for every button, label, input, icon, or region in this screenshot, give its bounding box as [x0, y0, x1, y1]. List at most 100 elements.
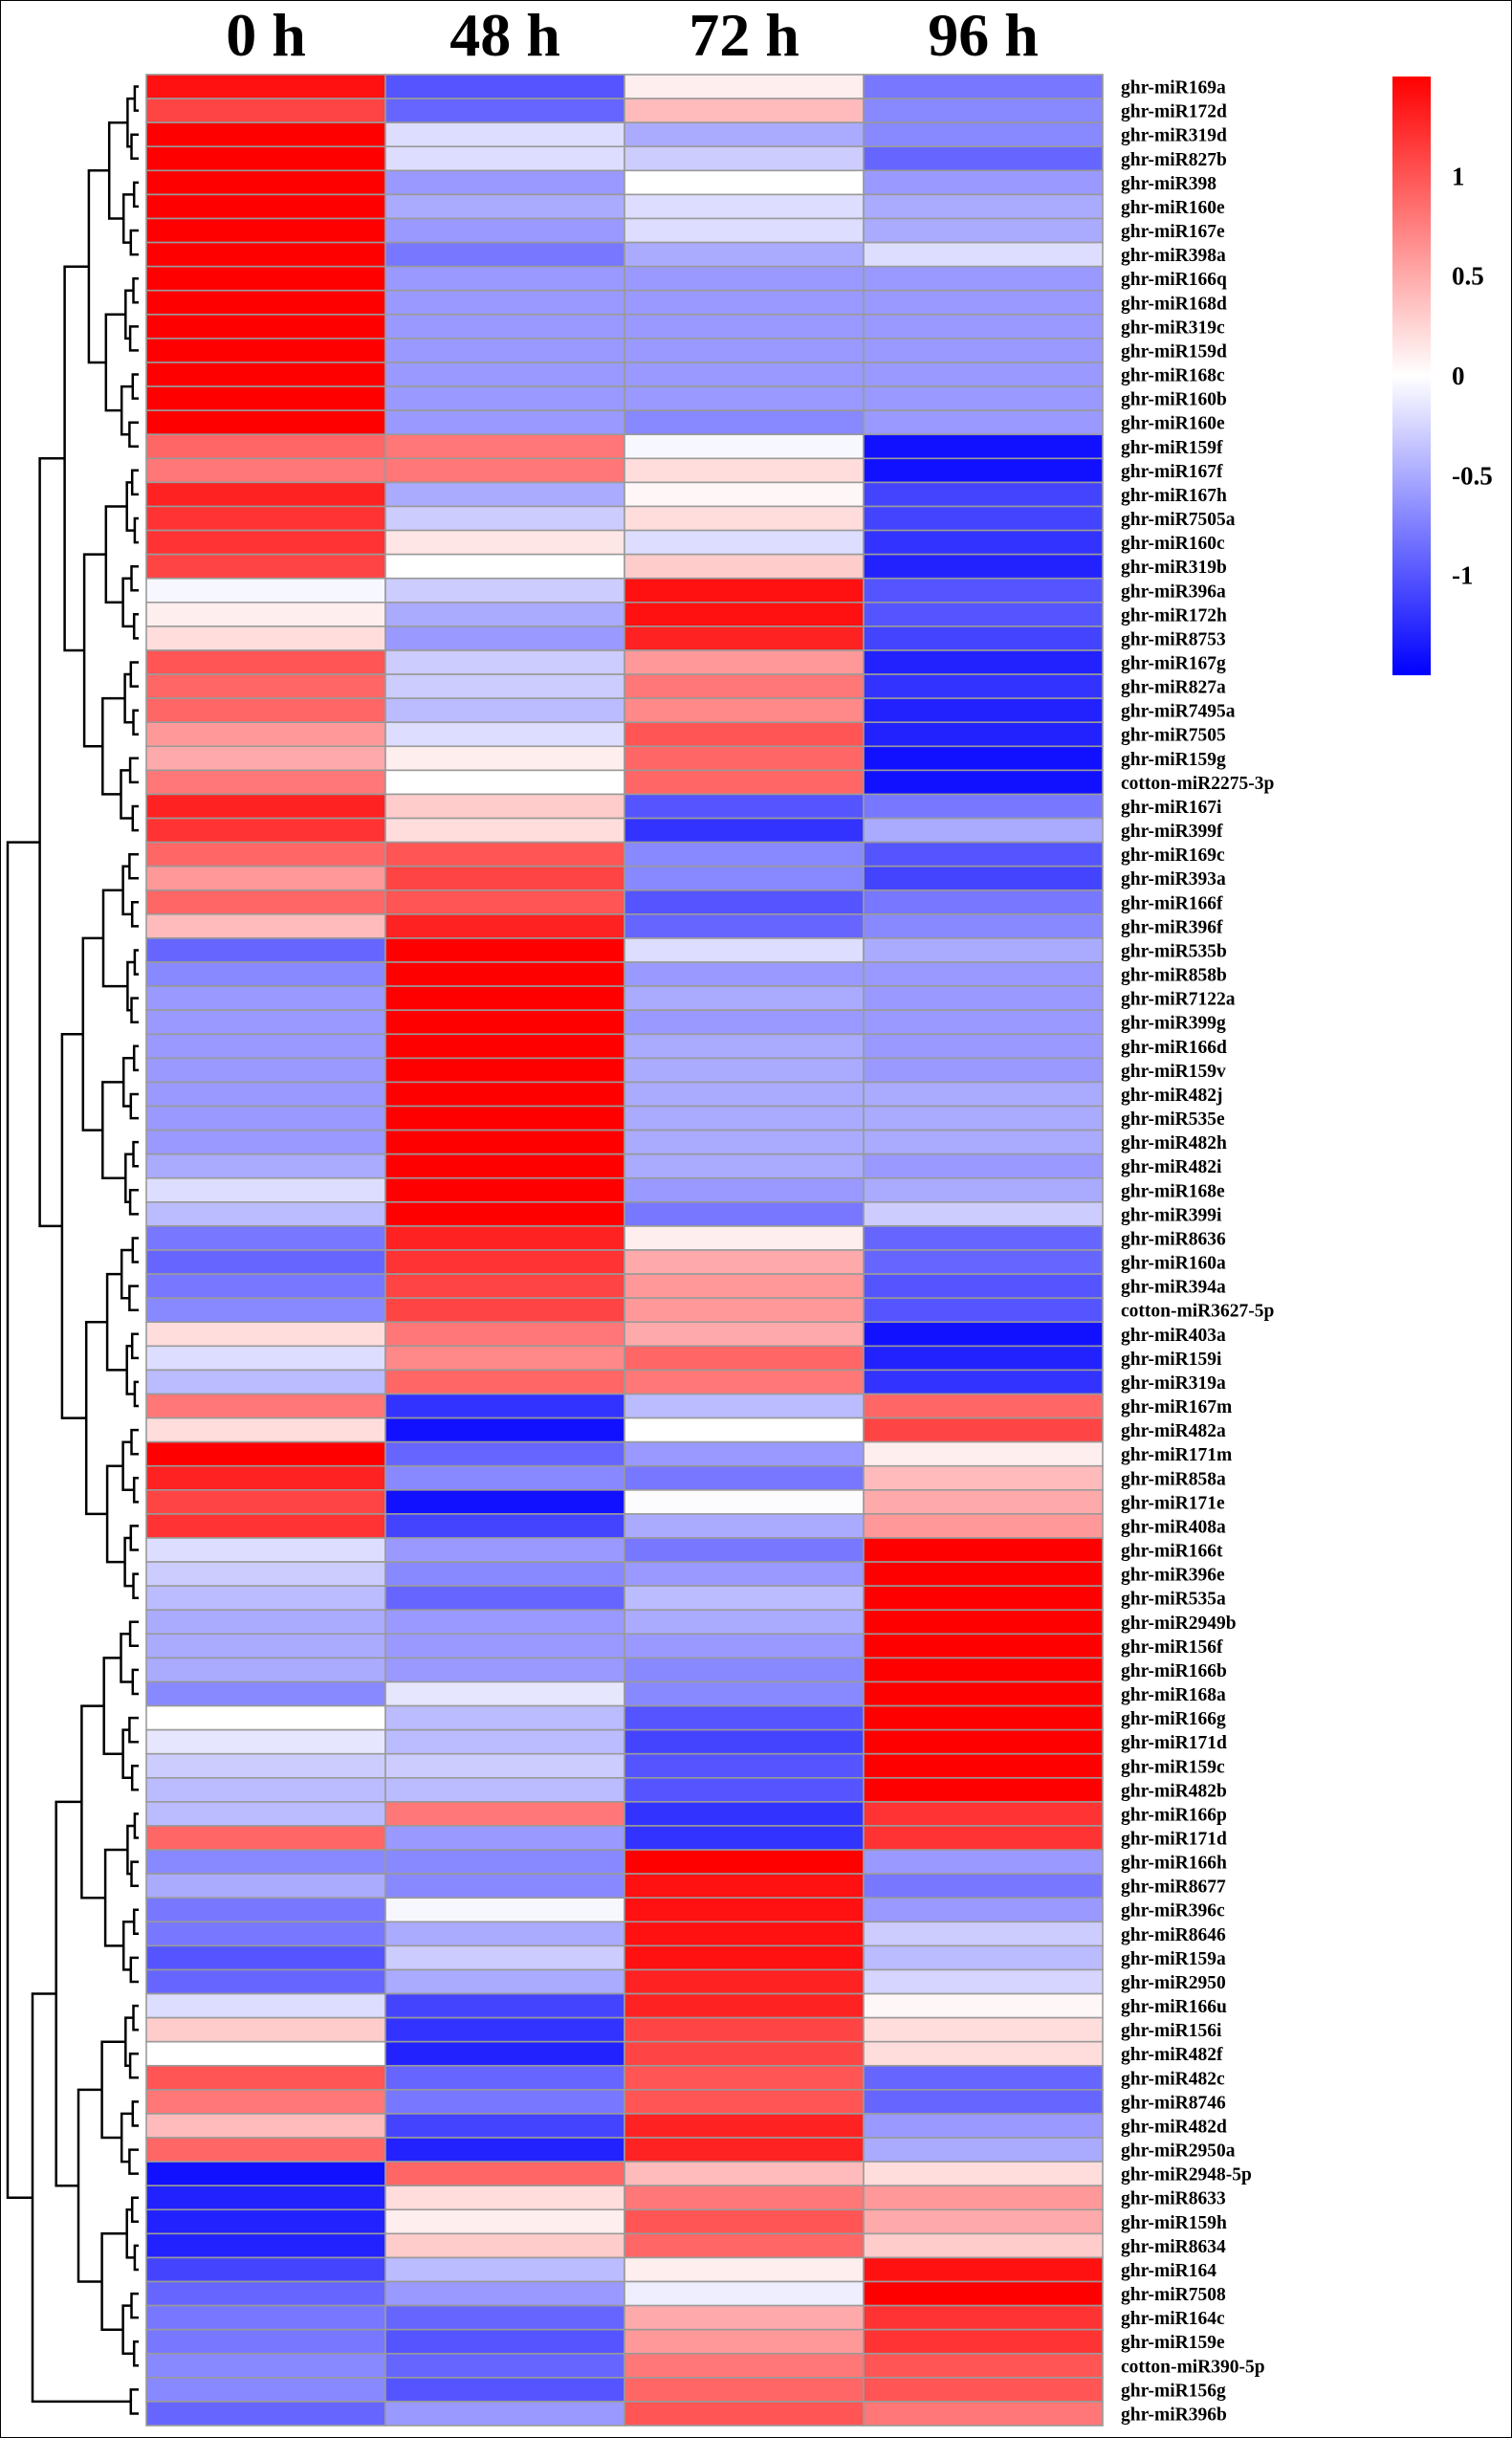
- heatmap-cell: [863, 385, 1104, 411]
- heatmap-cell: [384, 1345, 625, 1372]
- heatmap-cell: [145, 1489, 386, 1515]
- heatmap-cell: [863, 169, 1104, 196]
- heatmap-cell: [145, 1393, 386, 1419]
- heatmap-cell: [624, 1345, 865, 1372]
- heatmap-cell: [384, 577, 625, 604]
- row-label: ghr-miR827b: [1121, 150, 1227, 170]
- row-label: ghr-miR166p: [1121, 1805, 1227, 1825]
- heatmap-cells: [145, 74, 1104, 2427]
- heatmap-cell: [384, 1464, 625, 1491]
- dendrogram-branch: [130, 2292, 139, 2319]
- heatmap-cell: [624, 2280, 865, 2307]
- heatmap-cell: [384, 2280, 625, 2307]
- row-label: ghr-miR319b: [1121, 558, 1227, 578]
- heatmap-cell: [624, 889, 865, 915]
- dendrogram-branch: [126, 960, 135, 1012]
- heatmap-cell: [145, 2161, 386, 2186]
- heatmap-cell: [863, 2089, 1104, 2115]
- heatmap-cell: [624, 985, 865, 1011]
- row-label: ghr-miR159d: [1121, 341, 1227, 362]
- heatmap-cell: [624, 1153, 865, 1179]
- dendrogram-branch: [129, 1956, 139, 1984]
- heatmap-cell: [384, 1944, 625, 1971]
- heatmap-cell: [863, 362, 1104, 387]
- row-label: ghr-miR156i: [1121, 2021, 1222, 2041]
- heatmap-cell: [863, 1801, 1104, 1827]
- heatmap-cell: [863, 1944, 1104, 1971]
- heatmap-cell: [624, 601, 865, 627]
- dendrogram-branch: [121, 2304, 135, 2356]
- heatmap-cell: [863, 1057, 1104, 1084]
- dendrogram-branch: [124, 2016, 134, 2068]
- heatmap-cell: [863, 1704, 1104, 1731]
- heatmap-cell: [145, 673, 386, 699]
- heatmap-cell: [863, 1777, 1104, 1803]
- heatmap-cell: [863, 1585, 1104, 1612]
- row-label: ghr-miR319d: [1121, 126, 1227, 146]
- heatmap-cell: [624, 1369, 865, 1395]
- heatmap-cell: [624, 1944, 865, 1971]
- heatmap-cell: [145, 577, 386, 604]
- heatmap-cell: [624, 1440, 865, 1467]
- heatmap-cell: [624, 673, 865, 699]
- heatmap-cell: [384, 98, 625, 123]
- row-label: ghr-miR396b: [1121, 2405, 1227, 2426]
- heatmap-cell: [384, 913, 625, 939]
- heatmap-cell: [384, 985, 625, 1011]
- heatmap-cell: [863, 1129, 1104, 1155]
- heatmap-cell: [145, 1009, 386, 1036]
- heatmap-cell: [384, 1897, 625, 1923]
- dendrogram-branch: [124, 289, 134, 340]
- heatmap-cell: [145, 1345, 386, 1372]
- heatmap-cell: [145, 362, 386, 387]
- heatmap-cell: [624, 241, 865, 268]
- dendrogram-branch: [126, 1824, 135, 1876]
- heatmap-cell: [624, 1105, 865, 1131]
- heatmap-cell: [384, 2304, 625, 2331]
- heatmap-cell: [384, 1105, 625, 1131]
- color-legend-tick-label: -0.5: [1452, 461, 1493, 490]
- dendrogram-branch: [130, 1860, 139, 1887]
- heatmap-cell: [145, 121, 386, 148]
- heatmap-cell: [145, 817, 386, 844]
- heatmap-cell: [863, 338, 1104, 363]
- dendrogram-branch: [130, 1765, 139, 1791]
- dendrogram-branch: [130, 2196, 139, 2224]
- heatmap-cell: [384, 1033, 625, 1060]
- row-label: ghr-miR171d: [1121, 1733, 1227, 1753]
- heatmap-cell: [863, 2064, 1104, 2091]
- heatmap-cell: [145, 241, 386, 268]
- heatmap-cell: [624, 721, 865, 748]
- heatmap-cell: [145, 1633, 386, 1659]
- heatmap-cell: [145, 265, 386, 292]
- heatmap-cell: [863, 1345, 1104, 1372]
- row-label: ghr-miR393a: [1121, 869, 1226, 890]
- row-label: ghr-miR159v: [1121, 1062, 1226, 1082]
- heatmap-cell: [863, 505, 1104, 532]
- dendrogram-branch: [121, 1921, 135, 1971]
- row-label: ghr-miR2950a: [1121, 2141, 1236, 2162]
- heatmap-cell: [145, 145, 386, 172]
- heatmap-cell: [624, 1273, 865, 1299]
- dendrogram-branch: [105, 1464, 125, 1564]
- heatmap-cell: [624, 1992, 865, 2019]
- heatmap-cell: [624, 1033, 865, 1060]
- row-label: ghr-miR2948-5p: [1121, 2165, 1252, 2185]
- heatmap-cell: [863, 1728, 1104, 1755]
- heatmap-cell: [384, 769, 625, 796]
- heatmap-cell: [145, 385, 386, 411]
- heatmap-cell: [624, 2137, 865, 2163]
- row-label: ghr-miR166d: [1121, 1038, 1227, 1058]
- heatmap-cell: [145, 338, 386, 363]
- dendrogram-branch: [123, 672, 134, 724]
- heatmap-cell: [384, 961, 625, 987]
- dendrogram-branch: [77, 2088, 102, 2283]
- heatmap-cell: [863, 1825, 1104, 1851]
- heatmap-cell: [384, 193, 625, 220]
- heatmap-cell: [863, 121, 1104, 148]
- heatmap-cell: [624, 169, 865, 196]
- heatmap-cell: [624, 2232, 865, 2259]
- row-label: ghr-miR172d: [1121, 102, 1227, 122]
- heatmap-cell: [863, 1992, 1104, 2019]
- heatmap-cell: [384, 2089, 625, 2115]
